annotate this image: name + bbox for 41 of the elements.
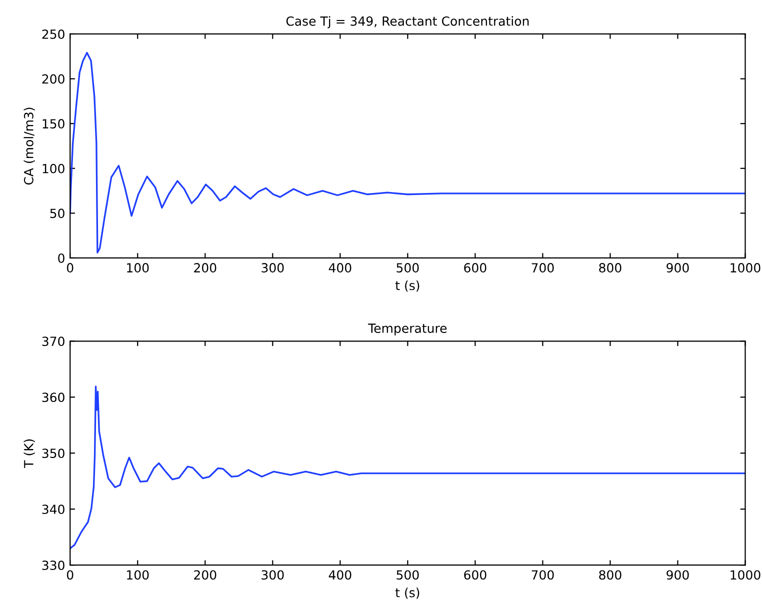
- y-axis-title: T (K): [24, 439, 35, 468]
- x-tick-label: 200: [194, 570, 216, 580]
- x-tick-label: 400: [328, 570, 352, 580]
- x-tick-label: 300: [262, 263, 284, 273]
- y-tick-label: 200: [42, 74, 64, 84]
- x-tick-label: 600: [464, 570, 486, 580]
- y-axis-title: CA (mol/m3): [24, 108, 35, 185]
- x-tick-label: 300: [262, 570, 284, 580]
- y-tick-label: 0: [58, 253, 64, 263]
- chart-title: Temperature: [368, 324, 447, 336]
- x-tick-label: 700: [532, 263, 554, 273]
- line-series: [70, 386, 746, 550]
- x-tick-label: 500: [396, 263, 419, 273]
- y-tick-label: 100: [42, 164, 64, 174]
- y-tick-label: 150: [42, 119, 64, 129]
- x-axis-title: t (s): [395, 588, 420, 599]
- x-tick-label: 100: [127, 570, 149, 580]
- y-tick-label: 350: [42, 448, 64, 458]
- chart-title: Case Tj = 349, Reactant Concentration: [286, 16, 529, 28]
- y-tick-label: 50: [50, 208, 64, 218]
- x-tick-label: 100: [127, 263, 149, 273]
- x-tick-label: 800: [599, 263, 622, 273]
- x-tick-label: 0: [66, 570, 74, 580]
- y-tick-label: 330: [42, 560, 64, 570]
- x-tick-label: 0: [66, 263, 74, 273]
- line-series: [70, 52, 746, 254]
- x-axis-title: t (s): [395, 280, 420, 292]
- x-tick-label: 800: [599, 570, 622, 580]
- y-tick-label: 250: [42, 29, 64, 39]
- x-tick-label: 200: [194, 263, 216, 273]
- x-tick-label: 600: [464, 263, 486, 273]
- y-tick-label: 340: [42, 504, 64, 514]
- x-tick-label: 500: [396, 570, 419, 580]
- x-tick-label: 400: [328, 263, 352, 273]
- x-tick-label: 700: [532, 570, 554, 580]
- y-tick-label: 370: [42, 336, 64, 346]
- x-tick-label: 900: [666, 263, 689, 273]
- x-tick-label: 900: [666, 570, 689, 580]
- x-tick-label: 1000: [730, 570, 760, 580]
- y-tick-label: 360: [42, 392, 64, 402]
- x-tick-label: 1000: [730, 263, 760, 273]
